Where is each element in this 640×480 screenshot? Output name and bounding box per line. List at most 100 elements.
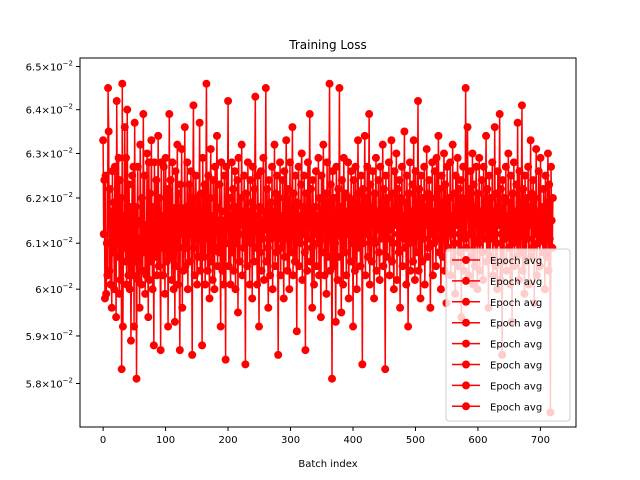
data-point: [237, 221, 246, 230]
data-point: [425, 176, 434, 185]
data-point: [317, 171, 326, 180]
data-point: [310, 280, 319, 289]
data-point: [268, 285, 277, 294]
data-point: [150, 158, 159, 167]
data-point: [481, 198, 490, 207]
data-point: [312, 262, 321, 271]
data-point: [199, 252, 208, 261]
data-point: [485, 221, 494, 230]
x-tick-label: 300: [281, 435, 300, 446]
data-point: [256, 167, 265, 176]
data-point: [256, 248, 265, 257]
data-point: [505, 198, 514, 207]
x-axis: 0 100 200 300 400 500 600 700: [100, 427, 550, 446]
plot-frame: [79, 57, 577, 428]
data-point: [321, 216, 330, 225]
data-point: [191, 202, 200, 211]
data-point: [433, 202, 442, 211]
data-point: [400, 127, 409, 136]
data-point: [448, 230, 457, 239]
data-point: [476, 207, 485, 216]
chart-title: Training Loss: [288, 38, 366, 52]
data-point: [235, 257, 244, 266]
data-point: [298, 202, 307, 211]
data-point: [367, 257, 376, 266]
data-point: [459, 162, 468, 171]
data-point: [545, 234, 554, 243]
data-point: [116, 275, 125, 284]
data-point: [387, 136, 396, 145]
data-point: [410, 234, 419, 243]
data-point: [223, 202, 232, 211]
data-point: [105, 266, 114, 275]
data-point: [318, 248, 327, 257]
data-point: [271, 262, 280, 271]
data-point: [423, 252, 432, 261]
data-point: [325, 79, 334, 88]
data-point: [113, 202, 122, 211]
data-point: [427, 193, 436, 202]
data-point: [167, 275, 176, 284]
data-point: [197, 230, 206, 239]
data-point: [384, 158, 393, 167]
data-point: [525, 202, 534, 211]
data-point: [219, 216, 228, 225]
data-point: [295, 211, 304, 220]
data-point: [201, 202, 210, 211]
data-point: [117, 193, 126, 202]
data-point: [515, 167, 524, 176]
legend-box: [445, 248, 571, 422]
data-point: [189, 101, 198, 110]
data-point: [112, 96, 121, 105]
data-point: [176, 180, 185, 189]
data-point: [458, 225, 467, 234]
data-point: [357, 171, 366, 180]
data-point: [107, 303, 116, 312]
data-point: [483, 185, 492, 194]
data-point: [316, 221, 325, 230]
data-point: [215, 180, 224, 189]
data-point: [351, 162, 360, 171]
data-point: [435, 185, 444, 194]
data-point: [370, 294, 379, 303]
data-point: [404, 322, 413, 331]
data-point: [112, 313, 121, 322]
data-point: [353, 202, 362, 211]
data-point: [133, 162, 142, 171]
data-point: [421, 202, 430, 211]
data-point: [335, 84, 344, 93]
data-point: [229, 185, 238, 194]
data-point: [242, 189, 251, 198]
data-point: [251, 92, 260, 101]
data-point: [346, 257, 355, 266]
data-point: [154, 131, 163, 140]
data-point: [273, 221, 282, 230]
data-point: [395, 176, 404, 185]
data-point: [193, 280, 202, 289]
data-point: [428, 271, 437, 280]
data-point: [490, 230, 499, 239]
data-point: [233, 308, 242, 317]
data-point: [537, 202, 546, 211]
data-point: [298, 275, 307, 284]
data-point: [201, 280, 210, 289]
data-point: [431, 262, 440, 271]
data-point: [151, 252, 160, 261]
data-point: [157, 243, 166, 252]
data-point: [524, 162, 533, 171]
data-point: [350, 266, 359, 275]
data-point: [212, 202, 221, 211]
legend-marker: [462, 402, 470, 411]
data-point: [379, 262, 388, 271]
data-point: [190, 271, 199, 280]
data-point: [406, 266, 415, 275]
data-point: [389, 285, 398, 294]
data-point: [539, 185, 548, 194]
data-point: [295, 262, 304, 271]
x-tick-label: 200: [219, 435, 238, 446]
data-point: [171, 167, 180, 176]
data-point: [414, 266, 423, 275]
data-point: [402, 280, 411, 289]
data-point: [420, 162, 429, 171]
data-point: [301, 346, 310, 355]
